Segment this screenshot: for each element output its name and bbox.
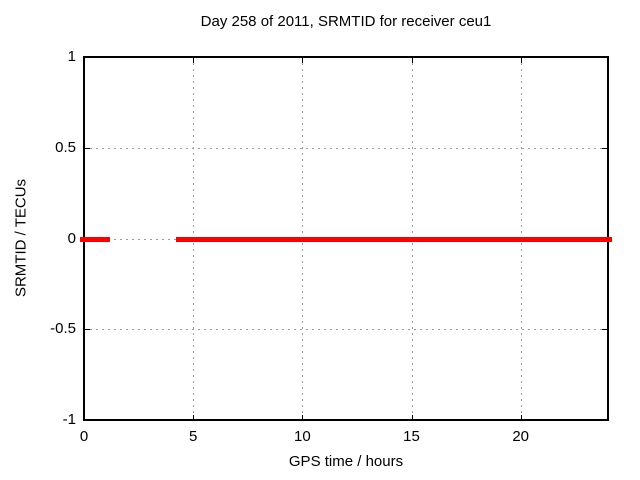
plot-border-top <box>83 56 609 58</box>
x-tick-mark <box>84 415 85 420</box>
y-tick-label: 0.5 <box>55 138 76 156</box>
grid-line <box>84 329 608 331</box>
y-tick-label: -0.5 <box>50 320 76 338</box>
y-tick-mark <box>602 57 607 58</box>
x-tick-mark <box>302 415 304 420</box>
y-tick-mark <box>85 329 90 331</box>
x-tick-label: 10 <box>293 428 311 445</box>
y-tick-label: 0 <box>67 229 76 247</box>
grid-line <box>84 147 608 149</box>
x-tick-mark <box>302 58 304 63</box>
x-tick-mark <box>193 58 195 63</box>
x-tick-mark <box>411 415 413 420</box>
x-tick-mark <box>84 58 85 63</box>
chart-title: Day 258 of 2011, SRMTID for receiver ceu… <box>200 13 492 30</box>
y-tick-mark <box>85 57 90 58</box>
y-tick-mark <box>602 420 607 421</box>
plot-border-bottom <box>83 419 609 421</box>
x-tick-label: 5 <box>188 428 198 445</box>
y-tick-mark <box>602 329 607 331</box>
x-tick-mark <box>411 58 413 63</box>
x-tick-label: 0 <box>79 428 89 445</box>
y-tick-label: -1 <box>62 411 76 428</box>
x-tick-label: 20 <box>512 428 529 445</box>
data-series-segment <box>176 236 612 242</box>
y-tick-mark <box>85 420 90 421</box>
y-tick-label: 1 <box>67 48 76 65</box>
x-tick-mark <box>520 58 522 63</box>
x-tick-mark <box>193 415 195 420</box>
data-series-segment <box>80 236 110 242</box>
x-axis-label: GPS time / hours <box>288 453 404 470</box>
y-tick-mark <box>85 147 90 149</box>
y-tick-mark <box>602 147 607 149</box>
x-tick-label: 15 <box>403 428 420 445</box>
x-tick-mark <box>520 415 522 420</box>
